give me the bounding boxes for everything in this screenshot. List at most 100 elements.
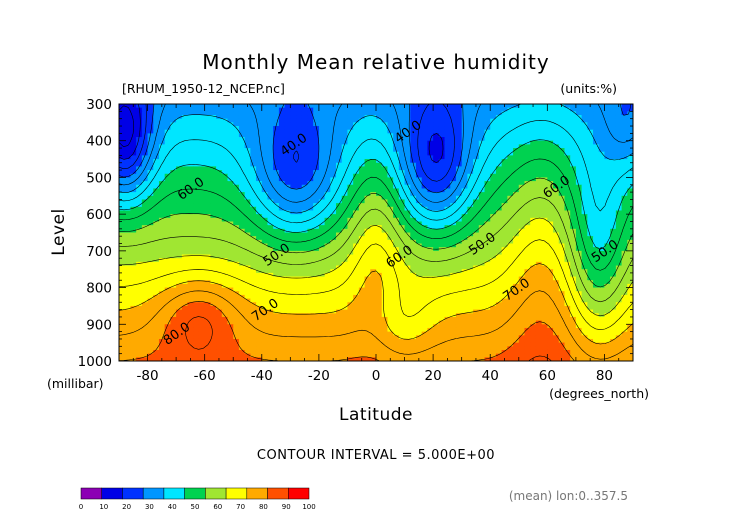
field-cell [598, 173, 606, 179]
field-cell [610, 122, 617, 127]
field-cell [290, 173, 297, 179]
field-cell [273, 298, 280, 303]
field-cell [615, 228, 623, 234]
field-cell [170, 214, 177, 219]
field-cell [495, 258, 503, 263]
field-cell [376, 115, 383, 120]
field-cell [444, 162, 451, 168]
field-cell [244, 115, 251, 120]
field-cell [307, 118, 314, 123]
field-cell [393, 177, 400, 182]
field-cell [341, 177, 349, 182]
field-cell [216, 111, 223, 116]
field-cell [524, 269, 531, 274]
field-cell [318, 228, 326, 234]
field-cell [615, 155, 623, 160]
field-cell [136, 250, 143, 256]
field-cell [250, 177, 257, 182]
field-cell [564, 291, 571, 296]
field-cell [278, 148, 286, 153]
field-cell [130, 203, 137, 208]
field-cell [301, 199, 309, 204]
field-cell [181, 214, 189, 219]
field-cell [216, 184, 223, 190]
field-cell [347, 107, 354, 112]
field-cell [467, 118, 474, 123]
field-cell [130, 283, 137, 289]
field-cell [558, 192, 566, 197]
field-cell [336, 192, 343, 197]
field-cell [358, 305, 366, 311]
field-cell [284, 104, 291, 109]
field-cell [444, 258, 451, 263]
field-cell [164, 305, 171, 311]
field-cell [455, 294, 463, 300]
field-cell [147, 210, 154, 215]
field-cell [455, 236, 463, 241]
field-cell [553, 192, 560, 197]
field-cell [273, 148, 280, 153]
field-cell [581, 188, 588, 193]
field-cell [370, 133, 377, 138]
field-cell [278, 104, 286, 109]
field-cell [273, 111, 280, 116]
field-cell [587, 287, 594, 292]
field-cell [450, 283, 457, 289]
field-cell [296, 173, 303, 179]
field-cell [290, 148, 297, 153]
field-cell [438, 272, 446, 278]
field-cell [353, 261, 360, 267]
field-cell [198, 228, 206, 234]
field-cell [604, 203, 611, 208]
field-cell [478, 272, 486, 278]
field-cell [398, 137, 406, 142]
field-cell [330, 166, 337, 171]
field-cell [278, 184, 286, 190]
field-cell [170, 291, 177, 296]
field-cell [170, 203, 177, 208]
field-cell [153, 199, 160, 204]
field-cell [141, 162, 149, 168]
field-cell [558, 111, 566, 116]
field-cell [147, 133, 154, 138]
field-cell [433, 203, 440, 208]
field-cell [124, 261, 132, 267]
field-cell [227, 206, 234, 212]
field-cell [216, 126, 223, 131]
field-cell [210, 144, 217, 149]
field-cell [450, 104, 457, 109]
field-cell [575, 104, 583, 109]
field-cell [621, 173, 628, 179]
field-cell [347, 228, 354, 234]
field-cell [141, 137, 149, 142]
field-cell [381, 302, 389, 307]
field-cell [421, 159, 428, 164]
field-cell [341, 199, 349, 204]
field-cell [381, 210, 389, 215]
field-cell [130, 265, 137, 270]
field-cell [558, 166, 566, 171]
field-cell [307, 111, 314, 116]
field-cell [324, 225, 331, 230]
field-cell [238, 272, 246, 278]
field-cell [313, 250, 320, 256]
field-cell [376, 221, 383, 226]
field-cell [404, 148, 411, 153]
field-cell [547, 228, 554, 234]
field-cell [427, 122, 434, 127]
field-cell [318, 280, 326, 285]
field-cell [518, 210, 526, 215]
field-cell [478, 162, 486, 168]
field-cell [467, 177, 474, 182]
field-cell [233, 118, 240, 123]
field-cell [461, 280, 468, 285]
field-cell [187, 247, 194, 252]
field-cell [564, 162, 571, 168]
field-cell [490, 181, 497, 186]
field-cell [256, 302, 263, 307]
field-cell [313, 107, 320, 112]
field-cell [153, 221, 160, 226]
field-cell [244, 232, 251, 237]
field-cell [187, 111, 194, 116]
field-cell [495, 155, 503, 160]
